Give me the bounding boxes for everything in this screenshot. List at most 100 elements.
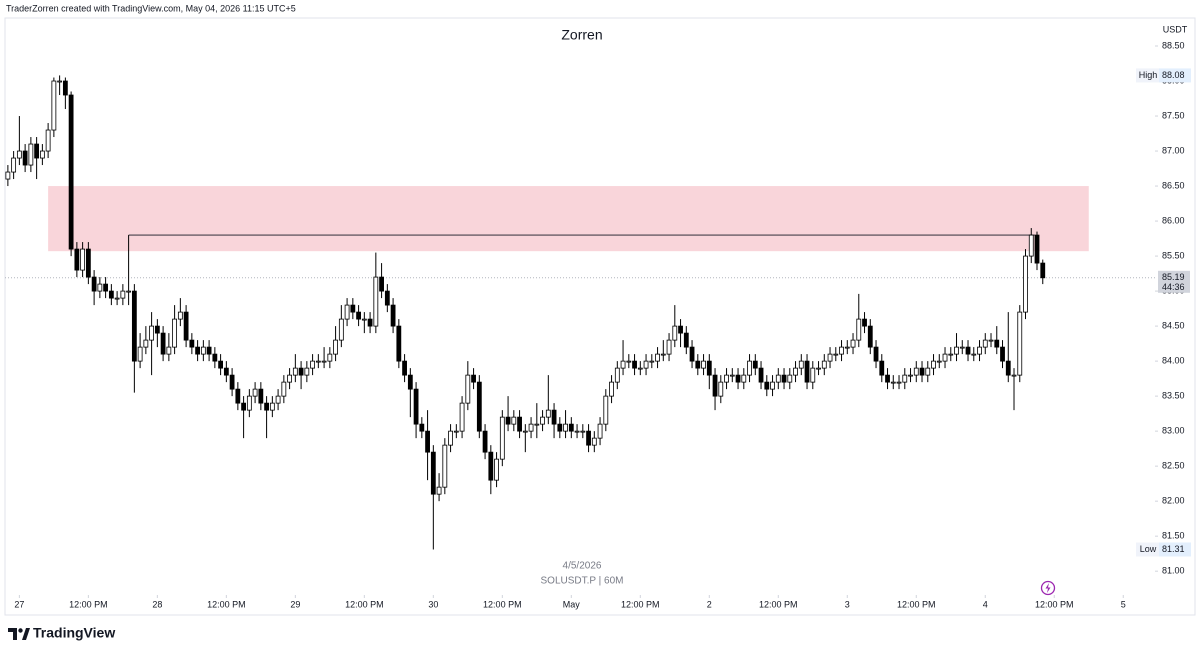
candle-body — [873, 346, 879, 362]
candle-body — [488, 451, 494, 481]
candle-body — [241, 402, 246, 411]
candle-body — [833, 353, 839, 356]
candle-body — [775, 374, 781, 383]
x-tick-label: 12:00 PM — [621, 599, 660, 609]
candle-body — [758, 367, 764, 383]
candle-body — [384, 290, 390, 306]
candle-body — [712, 374, 718, 397]
x-tick-label: 29 — [290, 599, 300, 609]
candle-body — [459, 402, 465, 432]
candle-body — [39, 150, 45, 159]
currency: USDT — [1163, 24, 1188, 34]
candle-body — [275, 395, 281, 404]
candle-body — [298, 367, 304, 376]
candle-body — [321, 360, 327, 363]
candle-body — [482, 430, 488, 453]
x-tick-label: 12:00 PM — [897, 599, 936, 609]
candle-body — [827, 353, 833, 362]
candle-body — [666, 339, 672, 355]
x-tick-label: 5 — [1121, 599, 1126, 609]
candle-body — [1028, 234, 1034, 257]
candle-body — [747, 360, 752, 376]
header: TraderZorren created with TradingView.co… — [6, 3, 296, 13]
candle-body — [764, 381, 770, 390]
candle-body — [91, 276, 97, 292]
candle-body — [885, 374, 890, 383]
candle-body — [580, 430, 586, 433]
high-label-value-bg — [1159, 68, 1191, 83]
candle-body — [540, 416, 545, 425]
candle-body — [235, 388, 241, 404]
x-tick-label: May — [563, 599, 581, 609]
candle-body — [246, 395, 252, 411]
candle-body — [206, 346, 212, 355]
candle-body — [965, 346, 971, 355]
candle-body — [810, 367, 816, 383]
candle-body — [34, 143, 40, 159]
candle-body — [315, 360, 321, 363]
candle-body — [787, 374, 793, 383]
candle-body — [471, 374, 476, 383]
candle-body — [356, 311, 361, 320]
candle-body — [620, 360, 626, 369]
candle-body — [816, 367, 821, 370]
candle-body — [367, 318, 373, 327]
low-label-value: 81.31 — [1162, 544, 1185, 554]
candle-body — [844, 346, 850, 349]
candle-body — [476, 381, 482, 432]
y-tick-label: 81.50 — [1162, 531, 1185, 541]
candle-body — [729, 374, 735, 377]
candle-body — [22, 150, 28, 166]
candle-body — [511, 416, 517, 425]
candle-body — [850, 339, 856, 348]
candle-body — [994, 339, 1000, 348]
candle-body — [177, 311, 183, 320]
logo: TradingView — [33, 625, 115, 641]
candle-body — [1000, 346, 1005, 362]
candle-body — [678, 325, 683, 334]
candle-body — [591, 437, 597, 446]
candle-body — [931, 360, 936, 369]
candle-body — [655, 353, 660, 362]
last-price-label: 85.19 — [1162, 272, 1185, 282]
candle-body — [97, 283, 103, 292]
candle-body — [11, 157, 17, 173]
candle-body — [879, 360, 885, 376]
x-tick-label: 12:00 PM — [69, 599, 108, 609]
candle-body — [597, 423, 603, 439]
x-tick-label: 4 — [983, 599, 988, 609]
candle-body — [701, 360, 706, 369]
alert-icon[interactable] — [1040, 580, 1056, 596]
candle-body — [781, 374, 787, 383]
candle-body — [333, 339, 338, 355]
candle-body — [862, 318, 867, 327]
candle-body — [839, 346, 844, 355]
candle-body — [189, 339, 195, 348]
candle-body — [1005, 360, 1011, 376]
candle-body — [114, 297, 120, 300]
x-tick-label: 12:00 PM — [345, 599, 384, 609]
candle-body — [396, 325, 402, 362]
x-tick-label: 27 — [14, 599, 24, 609]
candle-body — [821, 360, 827, 369]
candle-body — [574, 430, 580, 433]
candle-body — [264, 402, 269, 411]
candle-body — [545, 409, 551, 418]
candle-body — [1023, 255, 1028, 313]
candle-body — [149, 325, 155, 341]
candle-body — [154, 325, 160, 334]
candle-body — [126, 290, 132, 293]
y-tick-label: 86.50 — [1162, 180, 1185, 190]
candle-body — [706, 360, 712, 376]
candle-body — [166, 346, 172, 355]
candle-body — [637, 367, 643, 370]
candle-body — [919, 367, 925, 376]
x-tick-label: 12:00 PM — [759, 599, 798, 609]
candle-body — [200, 346, 206, 355]
candle-body — [402, 360, 407, 376]
candle-body — [229, 374, 235, 390]
x-tick-label: 30 — [428, 599, 438, 609]
candle-body — [28, 143, 34, 166]
y-tick-label: 81.00 — [1162, 566, 1185, 576]
candle-body — [57, 80, 63, 83]
